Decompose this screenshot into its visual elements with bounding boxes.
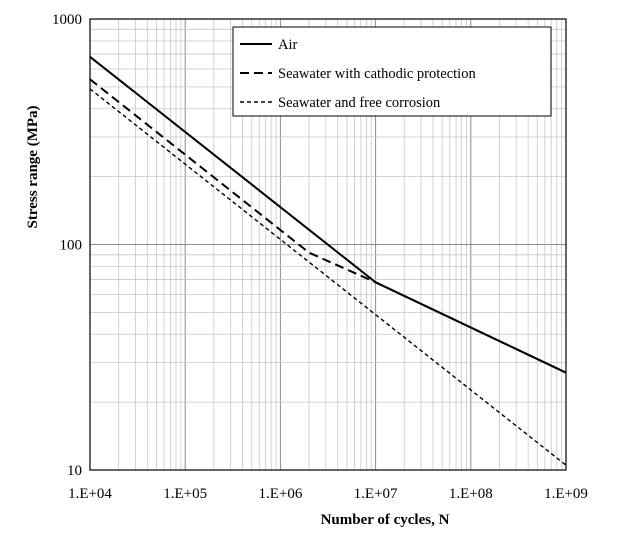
series-line-3 xyxy=(89,88,567,466)
series-lines xyxy=(89,56,567,466)
x-tick-label: 1.E+04 xyxy=(68,486,112,502)
legend-label-3: Seawater and free corrosion xyxy=(278,95,441,111)
x-tick-label: 1.E+06 xyxy=(258,486,302,502)
legend-box xyxy=(232,26,552,117)
x-tick-labels: 1.E+04 1.E+05 1.E+06 1.E+07 1.E+08 1.E+09 xyxy=(68,486,588,502)
legend-label-1: Air xyxy=(278,37,298,53)
y-tick-labels: 10 100 1000 xyxy=(52,12,82,479)
x-tick-label: 1.E+07 xyxy=(354,486,398,502)
y-axis-title: Stress range (MPa) xyxy=(25,105,41,228)
series-line-2 xyxy=(89,78,567,374)
y-tick-label: 10 xyxy=(67,463,82,479)
x-tick-label: 1.E+05 xyxy=(163,486,207,502)
legend-label-2: Seawater with cathodic protection xyxy=(278,66,476,82)
x-axis-title: Number of cycles, N xyxy=(321,512,450,528)
plot-frame xyxy=(89,18,567,471)
x-tick-label: 1.E+09 xyxy=(544,486,588,502)
x-tick-label: 1.E+08 xyxy=(449,486,493,502)
legend: Air Seawater with cathodic protection Seaw… xyxy=(232,26,552,117)
y-tick-label: 100 xyxy=(60,238,83,254)
y-tick-label: 1000 xyxy=(52,12,82,28)
